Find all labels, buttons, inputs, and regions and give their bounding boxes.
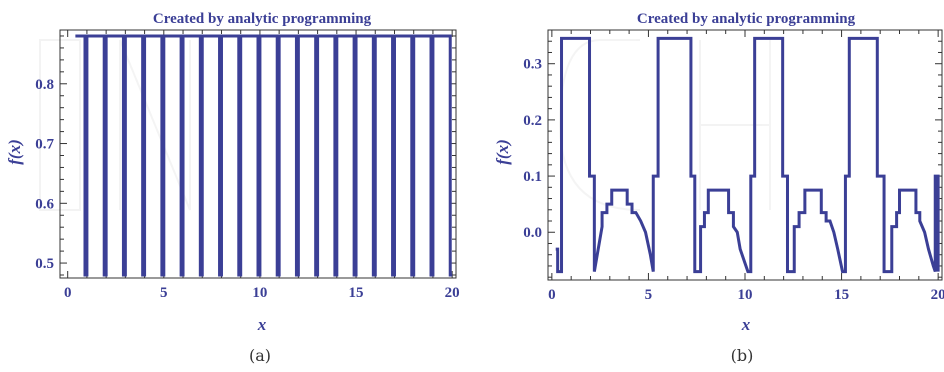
chart-b-y-tick-labels: 0.0 0.1 0.2 0.3 [523, 57, 542, 242]
a-y-tick-label: 0.7 [35, 137, 54, 153]
chart-b-x-axis-label: x [741, 315, 751, 334]
a-x-tick-label: 15 [349, 285, 364, 301]
a-y-tick-label: 0.6 [35, 196, 54, 212]
a-y-tick-label: 0.5 [35, 256, 54, 272]
b-x-tick-label: 20 [931, 287, 944, 303]
chart-b-caption: (b) [731, 346, 754, 365]
b-y-tick-label: 0.2 [523, 113, 542, 129]
b-x-tick-label: 5 [645, 287, 653, 303]
chart-a-x-axis-label: x [257, 315, 267, 334]
chart-a-series-line [75, 34, 453, 277]
chart-a: Created by analytic programming 0 5 10 15 20… [5, 11, 460, 365]
chart-b: Created by analytic programming 0 5 10 15 20… [493, 11, 944, 365]
a-x-tick-label: 0 [64, 285, 72, 301]
chart-a-y-axis-label: f(x) [5, 139, 24, 164]
chart-b-y-axis-label: f(x) [493, 139, 512, 164]
a-x-tick-label: 10 [252, 285, 267, 301]
a-x-tick-label: 5 [160, 285, 168, 301]
chart-a-caption: (a) [249, 346, 271, 365]
chart-b-title: Created by analytic programming [637, 11, 856, 27]
b-x-tick-label: 0 [548, 287, 556, 303]
background-watermark [39, 39, 771, 211]
chart-a-x-tick-labels: 0 5 10 15 20 [64, 285, 460, 301]
chart-b-x-tick-labels: 0 5 10 15 20 [548, 287, 944, 303]
b-y-tick-label: 0.1 [523, 169, 542, 185]
a-x-tick-label: 20 [445, 285, 460, 301]
b-x-tick-label: 15 [834, 287, 849, 303]
chart-b-series-line [555, 36, 940, 274]
b-y-tick-label: 0.0 [523, 225, 542, 241]
chart-a-plot-frame [59, 29, 457, 279]
b-y-tick-label: 0.3 [523, 57, 542, 73]
chart-a-y-tick-labels: 0.5 0.6 0.7 0.8 [35, 77, 54, 272]
chart-a-title: Created by analytic programming [153, 11, 372, 27]
b-x-tick-label: 10 [738, 287, 753, 303]
a-y-tick-label: 0.8 [35, 77, 54, 93]
